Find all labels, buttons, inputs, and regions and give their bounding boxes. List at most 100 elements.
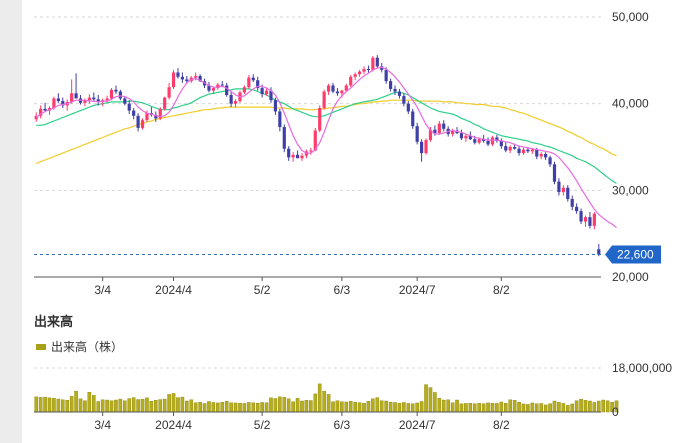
price-tick-label: 50,000 [612,10,649,24]
x-tick-label: 2024/7 [399,283,436,297]
volume-bar [131,397,136,413]
candle-body [411,111,415,127]
candle-body [380,66,384,70]
candle-body [473,139,477,143]
volume-bar [233,402,238,413]
volume-bar [397,403,402,413]
volume-bar [322,391,326,413]
price-gridlines [34,16,601,191]
volume-bar [477,403,481,413]
volume-bar [579,399,583,413]
volume-bar [154,400,158,413]
candle-body [513,147,517,149]
volume-bar [348,401,353,413]
volume-bar [565,405,570,413]
candle-body [579,211,583,222]
volume-bars [34,383,619,413]
volume-bar [185,400,189,413]
volume-bar [441,399,446,413]
volume-bar [406,403,411,413]
volume-axis: 18,000,000 0 [34,361,672,419]
volume-bar [269,397,273,413]
volume-bar [202,403,207,413]
candle-body [588,217,592,226]
volume-bar [503,403,508,413]
candle-body [442,123,446,129]
volume-bar [171,393,176,413]
volume-bar [109,400,114,413]
volume-bar [242,403,247,413]
candle-body [353,74,357,77]
candle-body [92,97,96,100]
volume-bar [362,403,366,413]
volume-bar [123,400,127,413]
volume-bar [78,398,83,413]
candle-body [477,139,481,143]
x-tick-label: 2024/4 [155,418,192,432]
candle-body [34,115,38,120]
candle-body [415,126,419,142]
volume-legend-label: 出来高（株） [51,339,123,354]
candle-body [357,71,362,75]
candle-body [402,95,406,104]
volume-bar [539,403,543,413]
volume-bar [145,397,149,413]
volume-bar [96,401,101,413]
candle-body [566,187,570,199]
volume-bar [282,397,287,413]
volume-bar [455,399,459,413]
volume-bar [56,398,61,413]
candle-body [194,75,198,78]
candle-body [176,72,180,77]
candle-body [424,140,428,154]
volume-bar [198,402,202,413]
candle-body [561,187,565,193]
candle-body [393,88,397,92]
candle-body [428,129,433,141]
candle-body [548,157,552,165]
volume-bar [38,397,43,413]
x-tick-label: 5/2 [254,418,271,432]
volume-bar [136,399,140,413]
candle-body [570,199,574,207]
volume-bar [216,402,220,413]
candle-body [278,111,282,128]
volume-bar [371,398,375,413]
candle-body [544,153,548,158]
candle-body [486,140,490,145]
candle-body [384,69,388,82]
volume-bar [127,398,132,413]
volume-bar [100,399,105,413]
price-axis: 50,000 40,000 30,000 20,000 [34,10,649,284]
volume-bar [189,399,194,413]
volume-bar [52,398,56,413]
x-tick-label: 8/2 [493,418,510,432]
volume-bar [433,392,437,413]
candle-body [366,69,371,70]
volume-bar [614,400,619,413]
volume-bar [446,399,450,413]
volume-bar [118,398,123,413]
candle-body [256,80,260,89]
volume-bar [353,402,357,413]
candle-body [264,90,269,95]
last-price-label: 22,600 [617,247,654,261]
last-price-tag [605,245,661,264]
candle-body [340,90,344,94]
volume-bar [610,402,614,413]
candle-body [583,217,588,222]
candle-body [114,89,118,92]
x-tick-label: 6/3 [334,418,351,432]
moving-average-long [35,99,617,165]
candle-body [597,249,601,255]
volume-bar [428,387,433,413]
candle-body [247,77,251,88]
ma-long-line [35,99,617,165]
candle-body [251,77,255,81]
candle-body [322,91,326,108]
candle-body [118,91,122,99]
volume-bar [340,401,344,413]
candle-body [198,75,202,82]
volume-bar [247,402,251,413]
candle-body [344,85,348,91]
